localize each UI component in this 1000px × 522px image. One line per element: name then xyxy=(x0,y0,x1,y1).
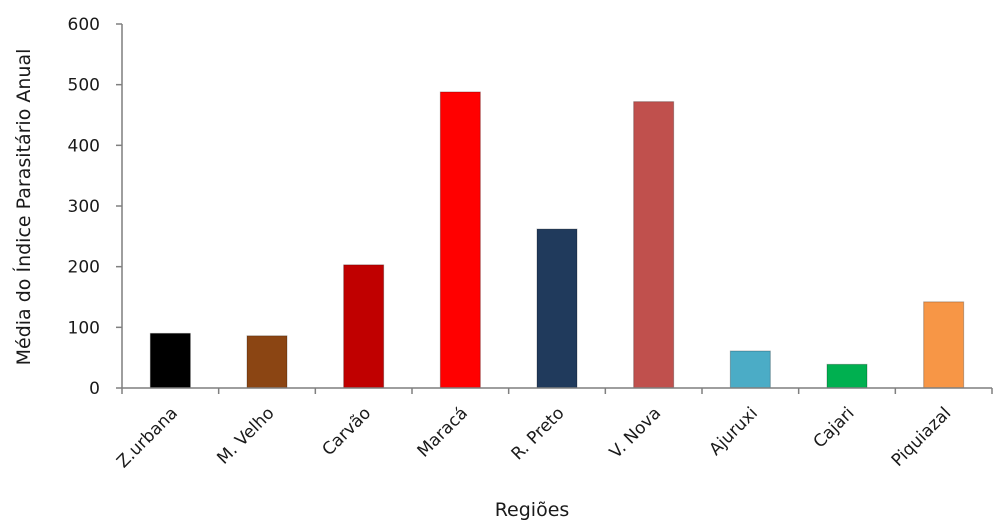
y-tick-label: 100 xyxy=(68,318,100,338)
bars-group xyxy=(149,91,965,389)
x-tick-label: Maracá xyxy=(414,403,472,461)
y-tick-label: 600 xyxy=(68,15,100,35)
bar-m-velho xyxy=(246,335,288,389)
y-tick-label: 500 xyxy=(68,76,100,96)
x-tick-label: Carvão xyxy=(319,403,376,460)
x-axis-title: Regiões xyxy=(495,499,570,521)
bar-ajuruxi xyxy=(729,350,771,389)
y-axis: 0 100 200 300 400 500 600 xyxy=(68,15,123,399)
y-axis-title: Média do Índice Parasitário Anual xyxy=(12,49,35,366)
bar-cajari xyxy=(826,363,868,389)
x-tick-label: R. Preto xyxy=(508,403,569,464)
x-tick-label: Cajari xyxy=(810,403,859,452)
bar-v-nova xyxy=(633,101,675,389)
y-tick-label: 0 xyxy=(89,379,100,399)
bar-piquiazal xyxy=(923,301,965,389)
x-tick-label: Piquiazal xyxy=(888,403,955,470)
bar-z-urbana xyxy=(149,332,191,389)
bar-marac xyxy=(439,91,481,389)
y-tick-label: 200 xyxy=(68,258,100,278)
y-tick-label: 300 xyxy=(68,197,100,217)
x-tick-label: Z.urbana xyxy=(113,403,182,472)
x-tick-label: M. Velho xyxy=(213,403,278,468)
x-axis: Z.urbana M. Velho Carvão Maracá R. Preto V. N… xyxy=(113,387,993,472)
x-tick-label: Ajuruxi xyxy=(706,403,762,459)
y-tick-label: 400 xyxy=(68,136,100,156)
bar-r-preto xyxy=(536,228,578,389)
x-tick-label: V. Nova xyxy=(606,403,665,462)
bar-carv-o xyxy=(343,264,385,389)
